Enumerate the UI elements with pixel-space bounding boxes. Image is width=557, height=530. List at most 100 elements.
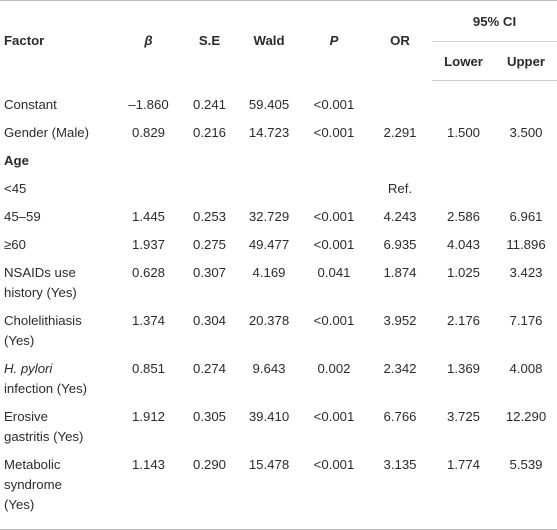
factor-line: Metabolic: [4, 456, 61, 472]
table-row: 45–59 1.445 0.253 32.729 <0.001 4.243 2.…: [0, 203, 557, 231]
cell-beta: 0.851: [131, 360, 165, 376]
cell-se: 0.305: [192, 408, 226, 424]
cell-or: 2.342: [383, 360, 417, 376]
cell-beta: –1.860: [128, 96, 169, 112]
cell-factor: H. pylori infection (Yes): [0, 355, 116, 403]
table-row: Metabolic syndrome (Yes) 1.143 0.290 15.47…: [0, 451, 557, 530]
factor-line: gastritis (Yes): [4, 428, 84, 444]
cell-p: <0.001: [313, 208, 355, 224]
cell-p: <0.001: [313, 96, 355, 112]
cell-lower: [432, 81, 495, 119]
cell-factor: Erosive gastritis (Yes): [0, 403, 116, 451]
header-or: OR: [390, 33, 410, 49]
cell-wald: 59.405: [248, 96, 290, 112]
header-factor: Factor: [4, 33, 45, 49]
header-lower: Lower: [432, 41, 495, 81]
subheader-row: Lower Upper: [0, 41, 557, 81]
cell-se: 0.275: [192, 236, 226, 252]
section-label: Age: [4, 152, 29, 168]
cell-lower: 1.774: [446, 456, 480, 472]
cell-se: 0.253: [192, 208, 226, 224]
cell-p: 0.041: [317, 264, 351, 280]
cell-upper: 5.539: [509, 456, 543, 472]
table-row: Gender (Male) 0.829 0.216 14.723 <0.001 …: [0, 119, 557, 147]
cell-lower: 4.043: [446, 236, 480, 252]
cell-upper: 12.290: [505, 408, 547, 424]
cell-or: 2.291: [383, 124, 417, 140]
cell-se: 0.241: [192, 96, 226, 112]
factor-line: (Yes): [4, 496, 35, 512]
cell-se: 0.304: [192, 312, 226, 328]
cell-wald: 15.478: [248, 456, 290, 472]
cell-upper: 7.176: [509, 312, 543, 328]
cell-lower: 1.369: [446, 360, 480, 376]
cell-wald: 39.410: [248, 408, 290, 424]
factor-line: infection (Yes): [4, 380, 88, 396]
cell-factor: NSAIDs use history (Yes): [0, 259, 116, 307]
header-wald: Wald: [253, 33, 285, 49]
cell-wald: 20.378: [248, 312, 290, 328]
table-row: H. pylori infection (Yes) 0.851 0.274 9.6…: [0, 355, 557, 403]
cell-p: <0.001: [313, 124, 355, 140]
cell-beta: 1.143: [131, 456, 165, 472]
table-row: <45 Ref.: [0, 175, 557, 203]
cell-or: [368, 81, 432, 119]
cell-lower: 1.025: [446, 264, 480, 280]
table-row: Constant –1.860 0.241 59.405 <0.001: [0, 81, 557, 119]
header-row: Factor β S.E Wald P OR 95% CI: [0, 0, 557, 48]
cell-or: 6.766: [383, 408, 417, 424]
factor-line: Erosive: [4, 408, 48, 424]
cell-factor: ≥60: [4, 236, 26, 252]
cell-beta: 1.937: [131, 236, 165, 252]
cell-lower: 2.586: [446, 208, 480, 224]
cell-factor: 45–59: [4, 208, 41, 224]
cell-or: 3.135: [383, 456, 417, 472]
header-beta: β: [144, 33, 153, 49]
factor-line: Cholelithiasis: [4, 312, 82, 328]
cell-p: 0.002: [317, 360, 351, 376]
cell-se: 0.290: [192, 456, 226, 472]
cell-or: 3.952: [383, 312, 417, 328]
cell-factor: Metabolic syndrome (Yes): [0, 451, 116, 530]
cell-or: 6.935: [383, 236, 417, 252]
cell-p: <0.001: [313, 456, 355, 472]
header-p: P: [329, 33, 339, 49]
cell-lower: 1.500: [446, 124, 480, 140]
cell-se: 0.216: [192, 124, 226, 140]
cell-se: 0.307: [192, 264, 226, 280]
cell-or: 1.874: [383, 264, 417, 280]
cell-upper: 6.961: [509, 208, 543, 224]
cell-wald: 49.477: [248, 236, 290, 252]
cell-upper: 4.008: [509, 360, 543, 376]
cell-wald: 9.643: [252, 360, 286, 376]
table-row: NSAIDs use history (Yes) 0.628 0.307 4.16…: [0, 259, 557, 307]
cell-factor: Cholelithiasis (Yes): [0, 307, 116, 355]
cell-or: 4.243: [383, 208, 417, 224]
factor-line: NSAIDs use: [4, 264, 76, 280]
cell-upper: 3.423: [509, 264, 543, 280]
table-row: Erosive gastritis (Yes) 1.912 0.305 39.41…: [0, 403, 557, 451]
cell-wald: 14.723: [248, 124, 290, 140]
cell-beta: 1.912: [131, 408, 165, 424]
header-upper: Upper: [495, 41, 557, 81]
cell-upper: [495, 81, 557, 119]
cell-lower: 2.176: [446, 312, 480, 328]
table-row: Cholelithiasis (Yes) 1.374 0.304 20.378 <…: [0, 307, 557, 355]
cell-beta: 1.374: [131, 312, 165, 328]
cell-beta: 1.445: [131, 208, 165, 224]
cell-wald: 4.169: [252, 264, 286, 280]
factor-line: syndrome: [4, 476, 62, 492]
cell-beta: 0.628: [131, 264, 165, 280]
cell-p: <0.001: [313, 236, 355, 252]
factor-line: H. pylori: [4, 360, 53, 376]
section-row: Age: [0, 147, 557, 175]
cell-wald: 32.729: [248, 208, 290, 224]
cell-upper: 3.500: [509, 124, 543, 140]
cell-beta: 0.829: [131, 124, 165, 140]
cell-ref: Ref.: [387, 180, 413, 196]
cell-factor: Gender (Male): [4, 124, 90, 140]
cell-factor: <45: [4, 180, 27, 196]
table-row: ≥60 1.937 0.275 49.477 <0.001 6.935 4.04…: [0, 231, 557, 259]
